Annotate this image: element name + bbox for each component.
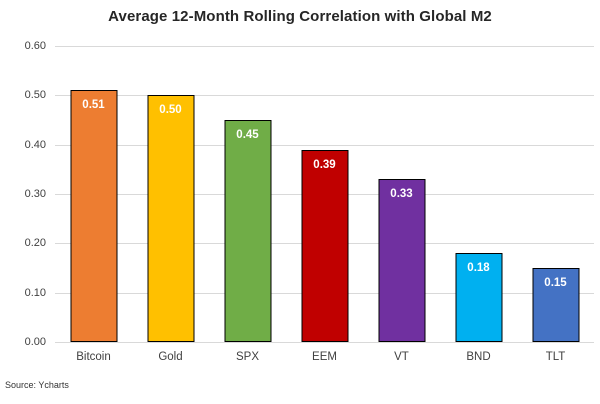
y-tick-label: 0.50 xyxy=(24,89,46,102)
x-category-label-vt: VT xyxy=(394,351,409,363)
x-category-label-bnd: BND xyxy=(466,351,491,363)
bar-value-label: 0.33 xyxy=(390,188,413,201)
bar-slot: 0.50 xyxy=(132,46,209,342)
y-tick-label: 0.40 xyxy=(24,138,46,151)
x-category-label-gold: Gold xyxy=(158,351,183,363)
bar-bnd: 0.18 xyxy=(455,253,502,342)
chart-title: Average 12-Month Rolling Correlation wit… xyxy=(108,8,492,25)
bar-slot: 0.18 xyxy=(440,46,517,342)
gridline xyxy=(55,95,594,97)
bar-gold: 0.50 xyxy=(147,95,194,342)
bar-vt: 0.33 xyxy=(378,179,425,342)
bar-spx: 0.45 xyxy=(224,120,271,342)
gridline xyxy=(55,144,594,146)
y-tick-label: 0.20 xyxy=(24,237,46,250)
x-category-label-eem: EEM xyxy=(312,351,337,363)
bar-value-label: 0.45 xyxy=(236,129,259,141)
bar-slot: 0.45 xyxy=(209,46,286,342)
bar-slot: 0.51 xyxy=(55,46,132,342)
y-tick-label: 0.60 xyxy=(24,40,46,52)
bar-value-label: 0.51 xyxy=(82,99,105,112)
gridline xyxy=(55,46,594,47)
source-note: Source: Ycharts xyxy=(5,380,69,390)
bar-value-label: 0.50 xyxy=(159,104,182,117)
gridline xyxy=(55,342,594,343)
bar-slot: 0.39 xyxy=(286,46,363,342)
x-category-label-spx: SPX xyxy=(235,351,259,363)
bars-row: 0.51 0.50 0.45 0.39 0.33 0.18 0.15 xyxy=(55,46,594,342)
y-tick-label: 0.30 xyxy=(24,188,46,200)
bar-value-label: 0.18 xyxy=(467,262,490,275)
bar-slot: 0.15 xyxy=(517,46,594,342)
x-category-label-tlt: TLT xyxy=(545,351,566,363)
x-category-label-bitcoin: Bitcoin xyxy=(76,351,111,363)
bar-value-label: 0.15 xyxy=(544,277,567,289)
y-tick-label: 0.00 xyxy=(24,336,46,348)
bar-tlt: 0.15 xyxy=(532,268,579,342)
bar-slot: 0.33 xyxy=(363,46,440,342)
y-tick-label: 0.10 xyxy=(24,286,46,299)
x-axis-labels: Bitcoin Gold SPX EEM VT BND TLT xyxy=(55,351,594,363)
bar-eem: 0.39 xyxy=(301,149,348,342)
plot-area: 0.51 0.50 0.45 0.39 0.33 0.18 0.15 xyxy=(55,46,594,343)
bar-value-label: 0.39 xyxy=(313,158,336,171)
y-axis-labels: 0.60 0.50 0.40 0.30 0.20 0.10 0.00 xyxy=(0,40,46,348)
bar-bitcoin: 0.51 xyxy=(70,90,117,342)
